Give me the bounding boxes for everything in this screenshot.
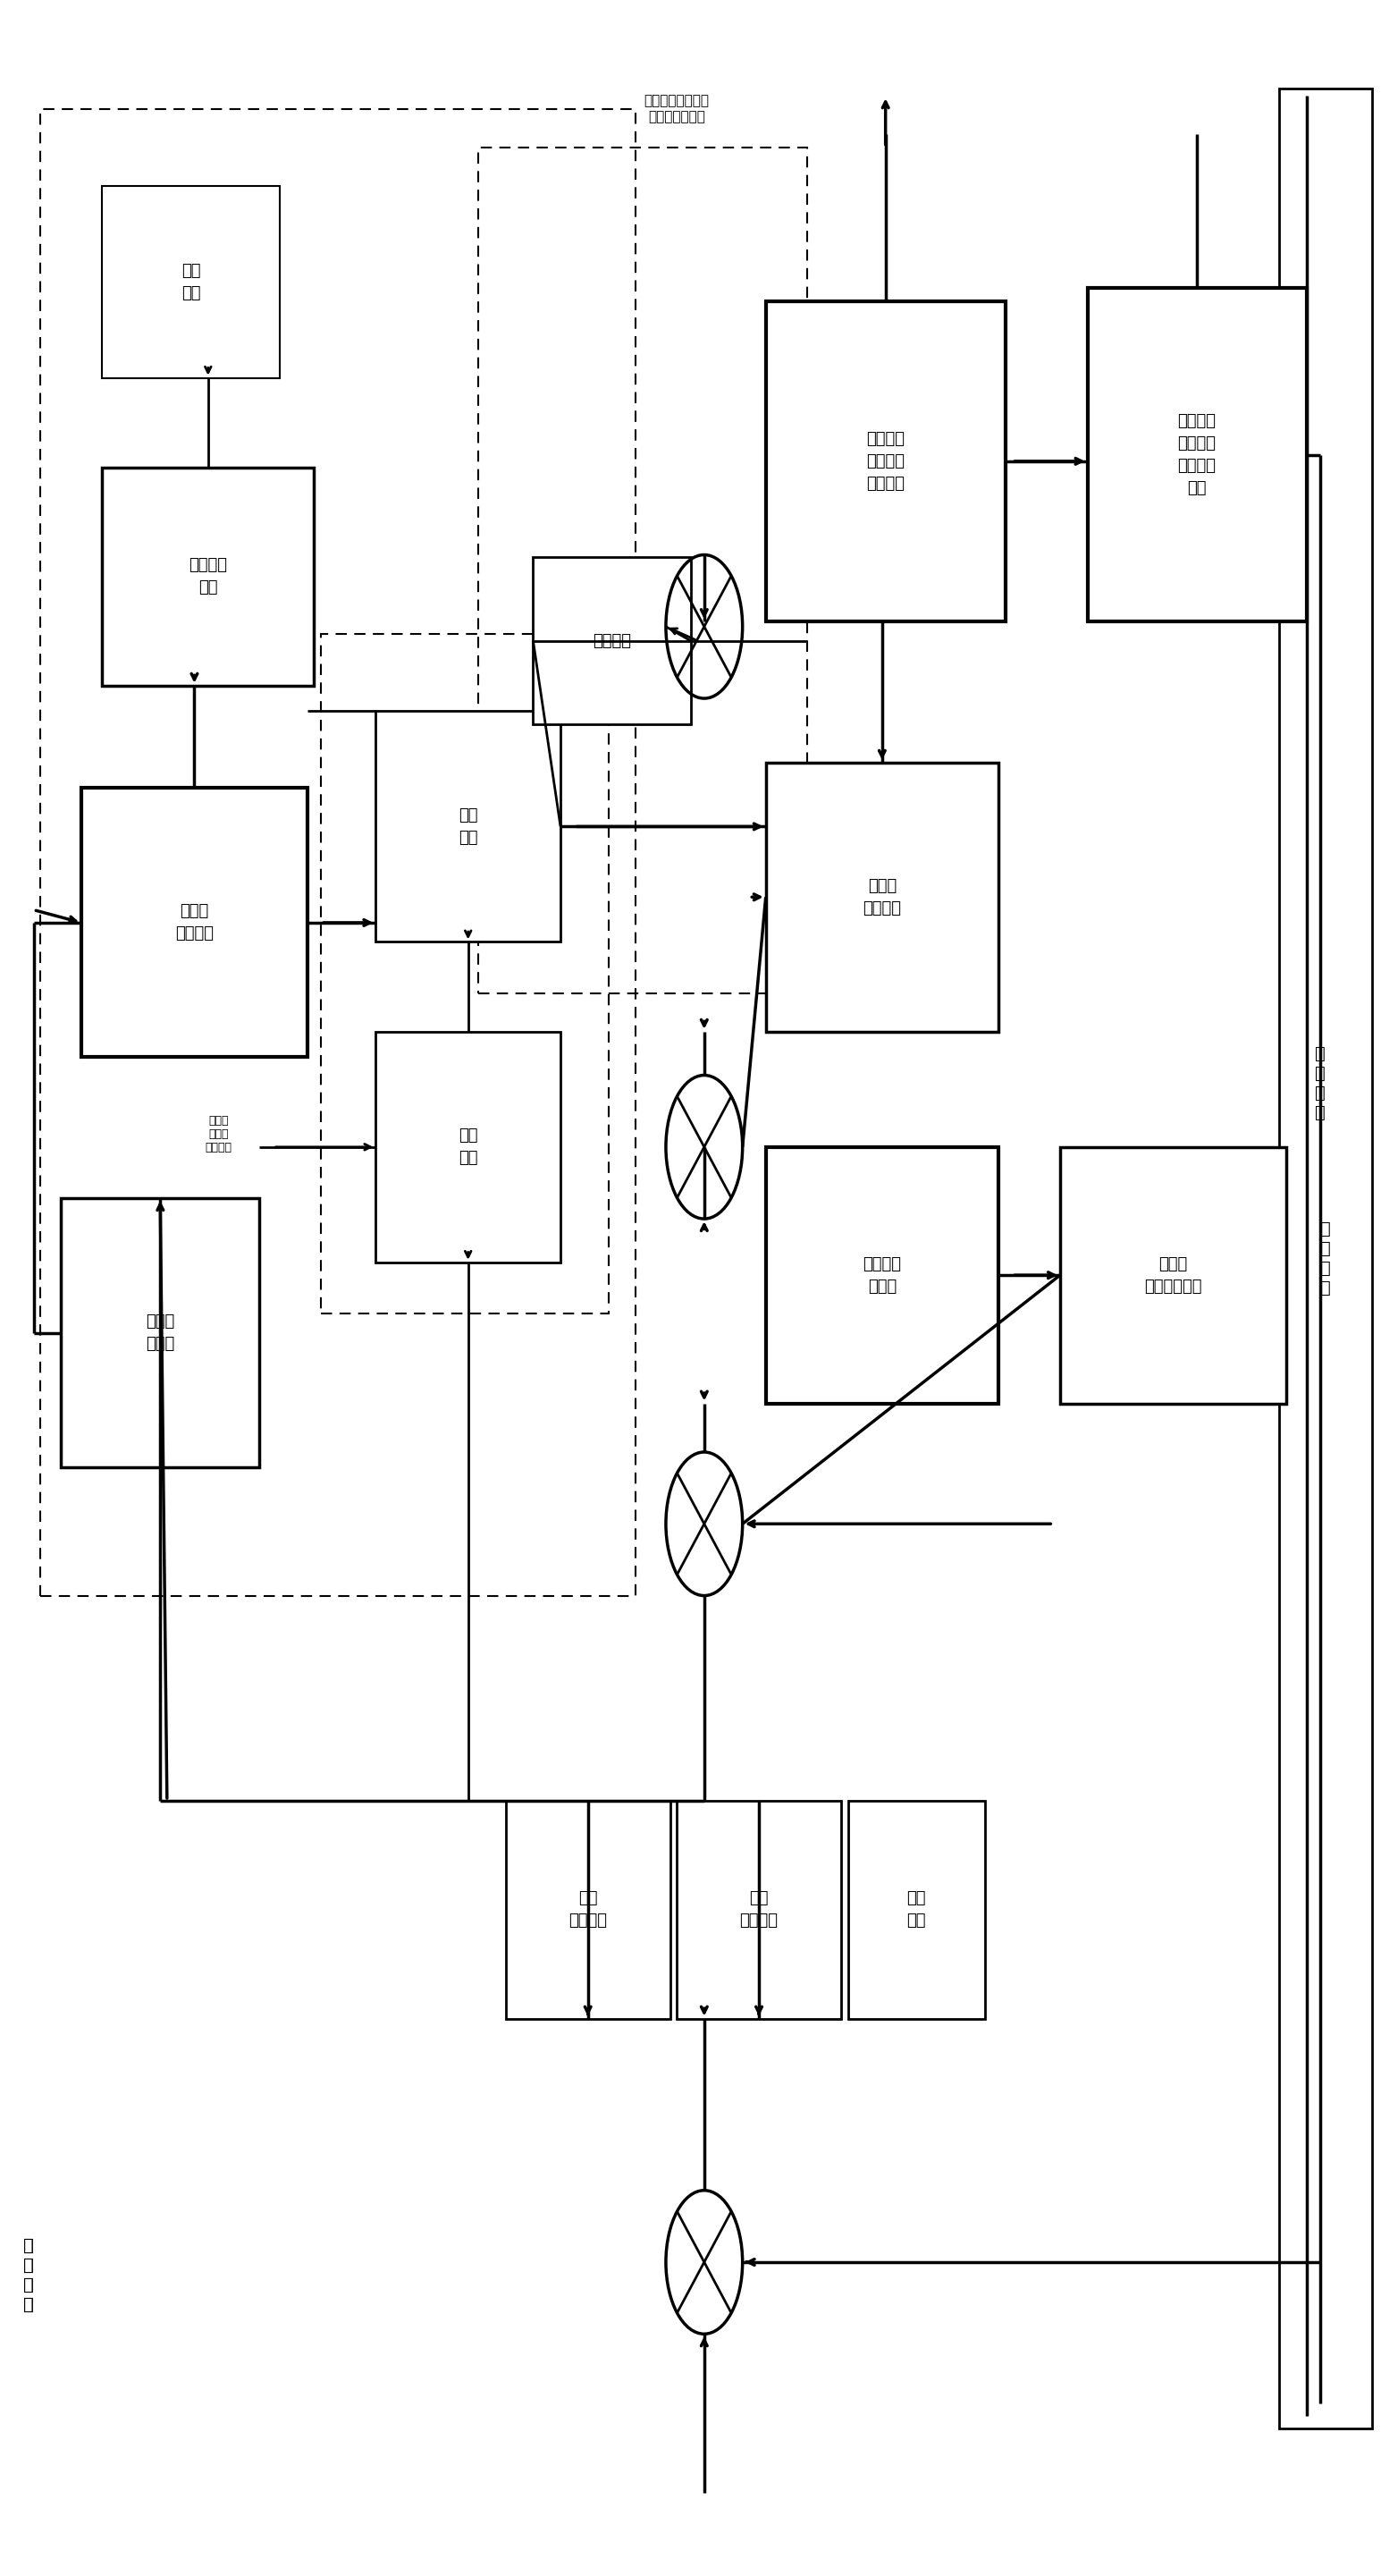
FancyBboxPatch shape — [766, 762, 998, 1030]
FancyBboxPatch shape — [766, 1146, 998, 1404]
Text: 互补滤波
器模块: 互补滤波 器模块 — [863, 1257, 902, 1293]
FancyBboxPatch shape — [533, 556, 690, 724]
FancyBboxPatch shape — [102, 185, 280, 379]
Text: 估计
模块: 估计 模块 — [181, 263, 200, 301]
FancyBboxPatch shape — [1061, 1146, 1286, 1404]
Text: 角速度
估算模块: 角速度 估算模块 — [863, 878, 902, 917]
Text: 导引仪伺
服机构力
矩器模块: 导引仪伺 服机构力 矩器模块 — [866, 430, 905, 492]
Text: 消除刻度系数及数
据跳变误差模块: 消除刻度系数及数 据跳变误差模块 — [644, 95, 710, 124]
FancyBboxPatch shape — [81, 788, 308, 1056]
FancyBboxPatch shape — [1279, 88, 1373, 2429]
FancyBboxPatch shape — [848, 1801, 985, 2020]
Text: 输入模块: 输入模块 — [592, 634, 631, 649]
Text: 分离
数据处理: 分离 数据处理 — [569, 1891, 608, 1929]
Text: 预测
模块: 预测 模块 — [458, 1128, 478, 1167]
FancyBboxPatch shape — [766, 301, 1005, 621]
Text: 刻度系
数估算
模块参量: 刻度系 数估算 模块参量 — [204, 1115, 232, 1154]
Text: 输出回路
修正模块
动力陀螺
模块: 输出回路 修正模块 动力陀螺 模块 — [1178, 412, 1217, 497]
Text: 刻度尺
系数估算模块: 刻度尺 系数估算模块 — [1143, 1257, 1201, 1293]
FancyBboxPatch shape — [61, 1198, 260, 1468]
Text: 输
出
回
路: 输 出 回 路 — [1320, 1221, 1331, 1296]
Text: 分离
数据: 分离 数据 — [907, 1891, 925, 1929]
Text: 卡尔曼
滤波模块: 卡尔曼 滤波模块 — [175, 904, 214, 943]
FancyBboxPatch shape — [102, 469, 313, 685]
Text: 捷联
数据处理: 捷联 数据处理 — [740, 1891, 778, 1929]
FancyBboxPatch shape — [376, 1030, 561, 1262]
Text: 一阶滤波
模块: 一阶滤波 模块 — [189, 556, 228, 595]
FancyBboxPatch shape — [505, 1801, 670, 2020]
Text: 输
入
回
路: 输 入 回 路 — [23, 2236, 33, 2313]
Text: 输
出
回
路: 输 出 回 路 — [1315, 1046, 1326, 1121]
Text: 捷联数
据处理: 捷联数 据处理 — [146, 1314, 174, 1352]
FancyBboxPatch shape — [376, 711, 561, 943]
Text: 预测
模块: 预测 模块 — [458, 806, 478, 845]
FancyBboxPatch shape — [1087, 289, 1306, 621]
Text: 输
入
回
路: 输 入 回 路 — [23, 2236, 33, 2313]
FancyBboxPatch shape — [677, 1801, 841, 2020]
